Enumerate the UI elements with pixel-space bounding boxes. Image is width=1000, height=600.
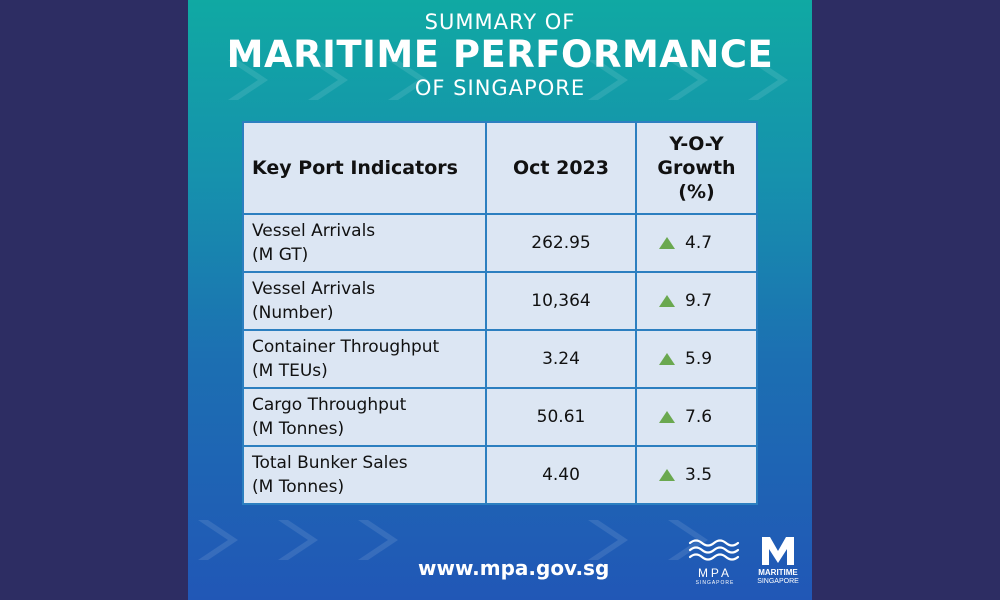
indicator-name: Vessel Arrivals xyxy=(252,221,376,241)
growth-cell: 3.5 xyxy=(635,445,758,505)
infographic-card: SUMMARY OF MARITIME PERFORMANCE OF SINGA… xyxy=(188,0,812,600)
indicator-name: Total Bunker Sales xyxy=(252,453,408,473)
indicator-cell: Total Bunker Sales (M Tonnes) xyxy=(242,445,487,505)
indicator-name: Cargo Throughput xyxy=(252,395,407,415)
indicator-unit: (M Tonnes) xyxy=(252,477,345,497)
table-row: Vessel Arrivals (Number) 10,364 9.7 xyxy=(242,271,758,331)
indicator-unit: (M GT) xyxy=(252,245,309,265)
mpa-waves-icon xyxy=(688,539,740,561)
value-cell: 10,364 xyxy=(485,271,637,331)
trend-up-icon xyxy=(659,353,675,365)
maritime-singapore-logo: MARITIME SINGAPORE xyxy=(748,535,808,590)
indicator-unit: (M TEUs) xyxy=(252,361,328,381)
indicator-cell: Container Throughput (M TEUs) xyxy=(242,329,487,389)
table-header-row: Key Port Indicators Oct 2023 Y-O-Y Growt… xyxy=(242,121,758,215)
chevron-pattern-decoration xyxy=(198,60,788,560)
indicator-unit: (Number) xyxy=(252,303,334,323)
growth-value: 7.6 xyxy=(685,407,713,427)
maritime-m-icon xyxy=(762,537,794,565)
growth-cell: 5.9 xyxy=(635,329,758,389)
table-row: Container Throughput (M TEUs) 3.24 5.9 xyxy=(242,329,758,389)
indicator-cell: Cargo Throughput (M Tonnes) xyxy=(242,387,487,447)
title-line-1: SUMMARY OF xyxy=(424,10,576,34)
table-row: Total Bunker Sales (M Tonnes) 4.40 3.5 xyxy=(242,445,758,505)
value-cell: 3.24 xyxy=(485,329,637,389)
mpa-logo-text: MPA xyxy=(697,566,733,580)
port-indicators-table: Key Port Indicators Oct 2023 Y-O-Y Growt… xyxy=(242,121,758,505)
header-yoy-line1: Y-O-Y xyxy=(669,133,724,155)
growth-value: 3.5 xyxy=(685,465,713,485)
growth-cell: 9.7 xyxy=(635,271,758,331)
table-row: Cargo Throughput (M Tonnes) 50.61 7.6 xyxy=(242,387,758,447)
table-row: Vessel Arrivals (M GT) 262.95 4.7 xyxy=(242,213,758,273)
title-block: SUMMARY OF MARITIME PERFORMANCE OF SINGA… xyxy=(188,6,812,100)
value-cell: 262.95 xyxy=(485,213,637,273)
indicator-unit: (M Tonnes) xyxy=(252,419,345,439)
growth-value: 9.7 xyxy=(685,291,713,311)
growth-cell: 4.7 xyxy=(635,213,758,273)
indicator-name: Container Throughput xyxy=(252,337,440,357)
title-line-3: OF SINGAPORE xyxy=(414,76,586,100)
growth-value: 4.7 xyxy=(685,233,713,253)
header-key-port-indicators: Key Port Indicators xyxy=(242,121,487,215)
mpa-logo-subtext: SINGAPORE xyxy=(695,580,735,586)
value-cell: 50.61 xyxy=(485,387,637,447)
header-yoy-line3: (%) xyxy=(678,181,715,203)
title-line-2: MARITIME PERFORMANCE xyxy=(226,33,774,76)
growth-cell: 7.6 xyxy=(635,387,758,447)
header-oct-2023: Oct 2023 xyxy=(485,121,637,215)
maritime-logo-line2: SINGAPORE xyxy=(757,578,799,585)
indicator-cell: Vessel Arrivals (Number) xyxy=(242,271,487,331)
trend-up-icon xyxy=(659,237,675,249)
value-cell: 4.40 xyxy=(485,445,637,505)
growth-value: 5.9 xyxy=(685,349,713,369)
website-url[interactable]: www.mpa.gov.sg xyxy=(418,556,610,580)
trend-up-icon xyxy=(659,411,675,423)
trend-up-icon xyxy=(659,469,675,481)
header-yoy-growth: Y-O-Y Growth (%) xyxy=(635,121,758,215)
header-yoy-line2: Growth xyxy=(657,157,736,179)
indicator-cell: Vessel Arrivals (M GT) xyxy=(242,213,487,273)
maritime-logo-line1: MARITIME xyxy=(758,568,798,577)
mpa-logo: MPA SINGAPORE xyxy=(686,535,744,589)
trend-up-icon xyxy=(659,295,675,307)
indicator-name: Vessel Arrivals xyxy=(252,279,376,299)
